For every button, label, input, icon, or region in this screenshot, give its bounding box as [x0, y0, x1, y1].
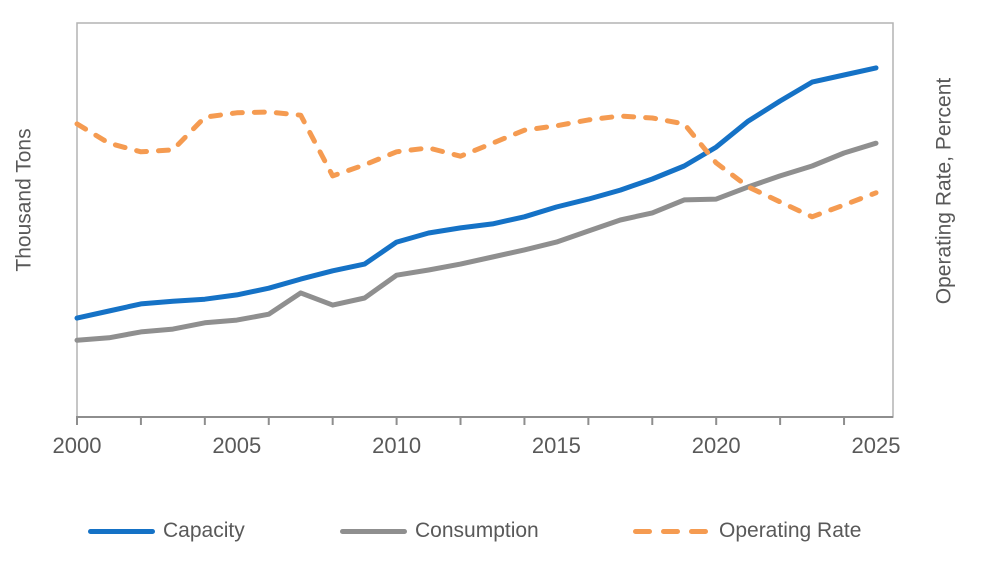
operating-rate-line: [74, 109, 879, 220]
legend-label-operating-rate: Operating Rate: [719, 519, 862, 542]
x-axis-label: 2025: [852, 433, 901, 458]
dash-segment-icon: [633, 528, 652, 534]
legend-item-operating-rate: Operating Rate: [633, 517, 861, 545]
chart-canvas: 2000 2005 2010 2015 2020 2025 Thousand Tons Ope…: [13, 22, 956, 458]
legend-label-consumption: Consumption: [415, 519, 539, 542]
dash-segment-icon: [661, 528, 680, 534]
legend-item-capacity: Capacity: [88, 517, 245, 545]
right-axis-title: Operating Rate, Percent: [933, 78, 956, 305]
plot-border: [76, 22, 894, 418]
capacity-line-swatch-icon: [88, 528, 155, 534]
x-axis-label: 2000: [53, 433, 102, 458]
operating-rate-dashed-swatch-icon: [633, 528, 708, 534]
consumption-line-swatch-icon: [340, 528, 407, 534]
capacity-line: [74, 65, 879, 321]
x-axis-label: 2005: [212, 433, 261, 458]
dash-segment-icon: [689, 528, 708, 534]
legend-item-consumption: Consumption: [340, 517, 539, 545]
x-axis-label: 2010: [372, 433, 421, 458]
x-axis-label: 2020: [692, 433, 741, 458]
legend-label-capacity: Capacity: [163, 519, 245, 542]
chart-legend: Capacity Consumption Operating Rate: [0, 517, 984, 545]
left-axis-title: Thousand Tons: [13, 128, 36, 271]
consumption-line: [74, 140, 879, 343]
x-axis-label: 2015: [532, 433, 581, 458]
